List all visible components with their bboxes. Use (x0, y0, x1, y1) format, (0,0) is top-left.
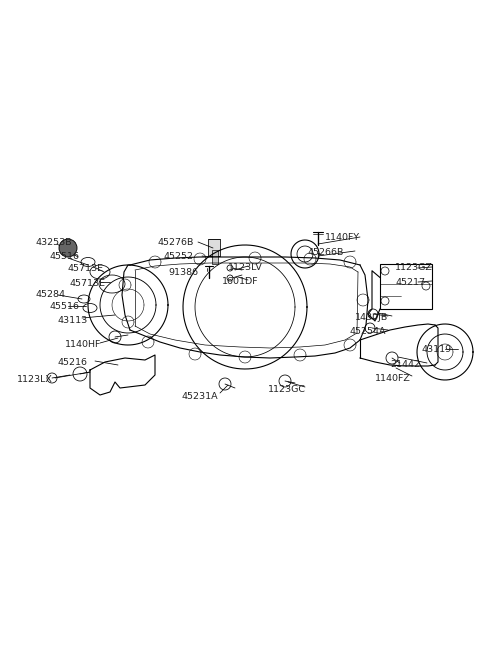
Text: 43113: 43113 (58, 316, 88, 325)
Text: 45231A: 45231A (182, 392, 218, 401)
Text: 45276B: 45276B (158, 238, 194, 247)
Circle shape (59, 239, 77, 257)
Text: 21442: 21442 (390, 360, 420, 369)
Text: 45516: 45516 (50, 302, 80, 311)
Text: 1123LX: 1123LX (17, 375, 53, 384)
Text: 1123LV: 1123LV (228, 263, 263, 272)
Text: 1430JB: 1430JB (355, 313, 388, 322)
Bar (380, 264, 432, 309)
Text: 43253B: 43253B (35, 238, 72, 247)
Text: 45254A: 45254A (350, 327, 386, 336)
Text: 45284: 45284 (35, 290, 65, 299)
Text: 1140FZ: 1140FZ (375, 374, 411, 383)
Text: 1140HF: 1140HF (65, 340, 101, 349)
Text: 45713E: 45713E (70, 279, 106, 288)
Text: 45216: 45216 (58, 358, 88, 367)
Text: 91386: 91386 (168, 268, 198, 277)
Text: 1123GC: 1123GC (268, 385, 306, 394)
Text: 43119: 43119 (422, 345, 452, 354)
Text: 45516: 45516 (50, 252, 80, 261)
Bar (212, 250, 218, 264)
Text: 1601DF: 1601DF (222, 277, 259, 286)
Text: 45252: 45252 (163, 252, 193, 261)
Text: 45266B: 45266B (308, 248, 344, 257)
Text: 45713E: 45713E (68, 264, 104, 273)
Text: 1140FY: 1140FY (325, 233, 360, 242)
Text: 45217: 45217 (395, 278, 425, 287)
Text: 1123GZ: 1123GZ (395, 263, 433, 272)
Bar (208, 239, 220, 256)
